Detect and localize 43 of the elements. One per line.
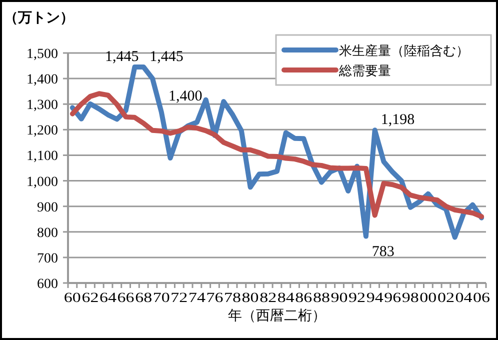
y-tick-label: 600: [37, 277, 58, 292]
x-tick-label: 84: [277, 291, 294, 306]
legend-label: 米生産量（陸稲含む）: [339, 43, 469, 59]
y-tick-label: 800: [37, 226, 58, 241]
x-tick-label: 04: [455, 291, 472, 306]
x-tick-label: 06: [473, 291, 490, 306]
y-tick-label: 700: [37, 251, 58, 266]
data-label: 783: [372, 244, 394, 260]
y-tick-label: 1,000: [26, 174, 58, 190]
y-tick-label: 900: [37, 200, 58, 216]
y-tick-label: 1,200: [26, 124, 58, 139]
y-tick-label: 1,500: [26, 47, 58, 62]
x-tick-label: 80: [242, 291, 259, 306]
x-tick-label: 72: [170, 291, 188, 306]
x-tick-label: 78: [224, 291, 242, 306]
x-tick-label: 98: [402, 291, 419, 306]
x-tick-label: 86: [295, 291, 312, 306]
x-tick-label: 02: [437, 291, 454, 306]
x-tick-label: 00: [420, 291, 437, 306]
y-tick-label: 1,100: [26, 149, 58, 164]
x-tick-label: 76: [206, 291, 224, 306]
x-axis-title: 年（西暦二桁）: [228, 308, 326, 324]
x-tick-label: 68: [135, 291, 152, 306]
x-tick-label: 82: [260, 291, 277, 306]
data-label: 1,198: [380, 112, 415, 128]
x-tick-label: 94: [366, 291, 384, 306]
x-tick-label: 88: [312, 291, 330, 306]
y-tick-label: 1,300: [26, 98, 58, 114]
x-tick-label: 90: [330, 291, 348, 306]
x-tick-label: 60: [64, 291, 81, 306]
legend-label: 総需要量: [338, 64, 391, 79]
x-tick-label: 66: [117, 291, 134, 306]
x-tick-label: 64: [100, 291, 117, 306]
x-tick-label: 96: [384, 291, 402, 306]
x-tick-label: 70: [152, 291, 170, 306]
x-tick-label: 92: [348, 291, 366, 306]
x-tick-label: 62: [82, 291, 99, 306]
data-label: 1,400: [168, 88, 202, 105]
y-axis-title: （万トン）: [4, 10, 74, 26]
y-tick-label: 1,400: [26, 72, 58, 88]
data-label: 1,445: [150, 49, 184, 66]
x-tick-label: 74: [188, 291, 206, 306]
data-label: 1,445: [104, 49, 139, 66]
